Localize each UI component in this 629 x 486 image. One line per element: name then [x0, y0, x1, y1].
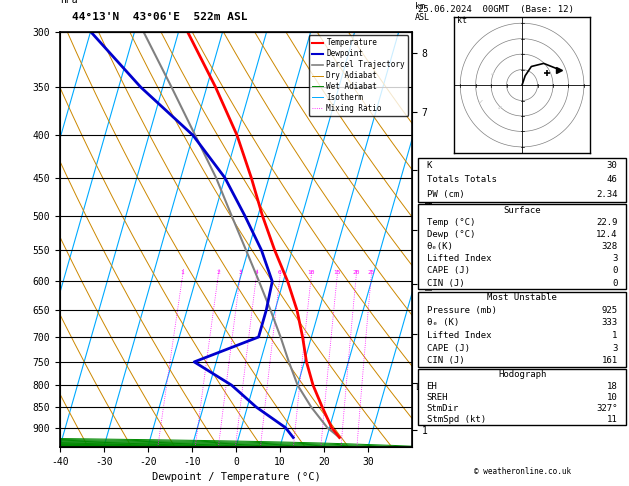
Text: 44°13'N  43°06'E  522m ASL: 44°13'N 43°06'E 522m ASL	[72, 12, 248, 22]
Text: 2: 2	[216, 270, 220, 275]
Text: hPa: hPa	[60, 0, 77, 5]
Text: SREH: SREH	[426, 393, 448, 402]
Text: LCL: LCL	[416, 383, 430, 392]
Text: 1: 1	[612, 331, 618, 340]
Text: 15: 15	[333, 270, 341, 275]
Text: 30: 30	[607, 161, 618, 170]
Text: 25: 25	[367, 270, 375, 275]
Text: Dewp (°C): Dewp (°C)	[426, 230, 475, 239]
Text: 2.34: 2.34	[596, 190, 618, 199]
Text: 18: 18	[607, 382, 618, 391]
Text: © weatheronline.co.uk: © weatheronline.co.uk	[474, 467, 571, 476]
Text: θₑ (K): θₑ (K)	[426, 318, 459, 328]
Text: Mixing Ratio (g/kg): Mixing Ratio (g/kg)	[426, 188, 435, 291]
Text: StmDir: StmDir	[426, 404, 459, 413]
Text: EH: EH	[426, 382, 437, 391]
Text: Hodograph: Hodograph	[498, 370, 546, 380]
Text: ✔: ✔	[498, 105, 501, 111]
Text: km
ASL: km ASL	[415, 2, 430, 22]
Text: CAPE (J): CAPE (J)	[426, 266, 470, 276]
Text: 327°: 327°	[596, 404, 618, 413]
Text: Totals Totals: Totals Totals	[426, 175, 496, 184]
Text: 3: 3	[612, 344, 618, 353]
Text: 46: 46	[607, 175, 618, 184]
Text: 3: 3	[612, 254, 618, 263]
Text: ✔: ✔	[491, 71, 496, 77]
Text: CIN (J): CIN (J)	[426, 278, 464, 288]
Text: 6: 6	[278, 270, 282, 275]
Text: 333: 333	[601, 318, 618, 328]
X-axis label: Dewpoint / Temperature (°C): Dewpoint / Temperature (°C)	[152, 472, 320, 483]
Text: 0: 0	[612, 278, 618, 288]
Text: Pressure (mb): Pressure (mb)	[426, 306, 496, 315]
Text: 12.4: 12.4	[596, 230, 618, 239]
Text: K: K	[426, 161, 432, 170]
Text: 22.9: 22.9	[596, 218, 618, 227]
Text: CAPE (J): CAPE (J)	[426, 344, 470, 353]
Text: Most Unstable: Most Unstable	[487, 294, 557, 302]
Text: 4: 4	[255, 270, 258, 275]
Text: 11: 11	[607, 415, 618, 424]
Text: θₑ(K): θₑ(K)	[426, 242, 454, 251]
Text: 25.06.2024  00GMT  (Base: 12): 25.06.2024 00GMT (Base: 12)	[418, 5, 574, 14]
Text: 328: 328	[601, 242, 618, 251]
Text: 10: 10	[308, 270, 315, 275]
Text: CIN (J): CIN (J)	[426, 356, 464, 365]
Text: Temp (°C): Temp (°C)	[426, 218, 475, 227]
Text: StmSpd (kt): StmSpd (kt)	[426, 415, 486, 424]
Text: 20: 20	[352, 270, 360, 275]
Text: 10: 10	[607, 393, 618, 402]
Text: 0: 0	[612, 266, 618, 276]
Text: 161: 161	[601, 356, 618, 365]
Text: ✔: ✔	[479, 99, 483, 104]
Text: PW (cm): PW (cm)	[426, 190, 464, 199]
Text: Lifted Index: Lifted Index	[426, 331, 491, 340]
Text: Surface: Surface	[503, 206, 541, 215]
Text: 925: 925	[601, 306, 618, 315]
Legend: Temperature, Dewpoint, Parcel Trajectory, Dry Adiabat, Wet Adiabat, Isotherm, Mi: Temperature, Dewpoint, Parcel Trajectory…	[309, 35, 408, 116]
Text: 3: 3	[238, 270, 242, 275]
Text: kt: kt	[457, 16, 467, 25]
Text: Lifted Index: Lifted Index	[426, 254, 491, 263]
Text: 1: 1	[181, 270, 184, 275]
